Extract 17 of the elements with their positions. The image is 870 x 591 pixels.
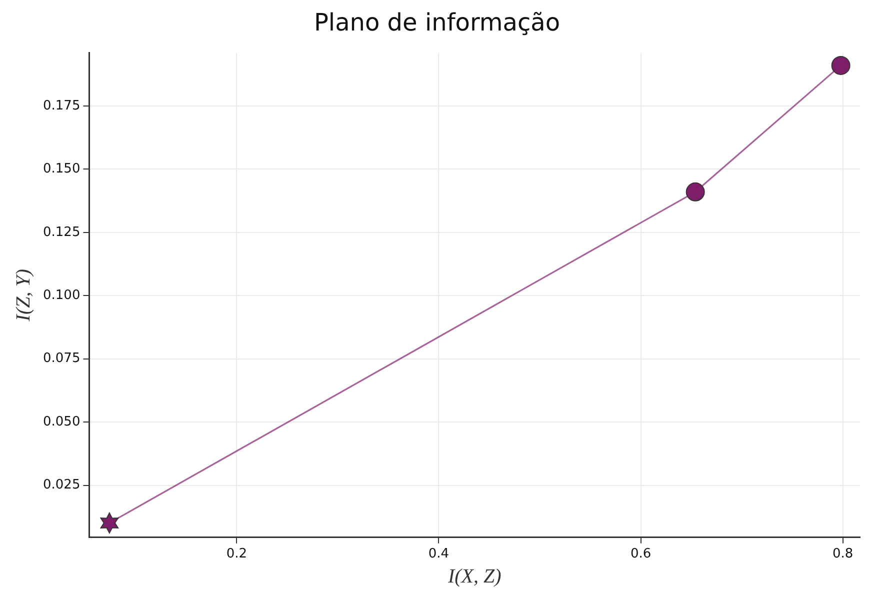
- y-tick-label: 0.075: [43, 351, 80, 366]
- x-tick-label: 0.8: [832, 546, 854, 562]
- point: [100, 512, 119, 534]
- y-axis-title: I(Z, Y): [12, 268, 34, 322]
- x-tick-label: 0.6: [630, 546, 652, 562]
- y-tick-label: 0.025: [43, 478, 80, 493]
- chart-title: Plano de informação: [314, 8, 560, 37]
- x-axis-title: I(X, Z): [446, 565, 502, 588]
- x-tick-label: 0.4: [428, 546, 450, 562]
- point: [831, 56, 850, 75]
- point: [686, 182, 705, 202]
- y-tick-label: 0.100: [43, 288, 80, 303]
- y-tick-label: 0.125: [43, 224, 80, 240]
- x-tick-label: 0.2: [226, 546, 248, 562]
- y-tick-label: 0.175: [43, 98, 80, 114]
- y-tick-label: 0.050: [43, 414, 80, 430]
- y-tick-label: 0.150: [43, 162, 80, 177]
